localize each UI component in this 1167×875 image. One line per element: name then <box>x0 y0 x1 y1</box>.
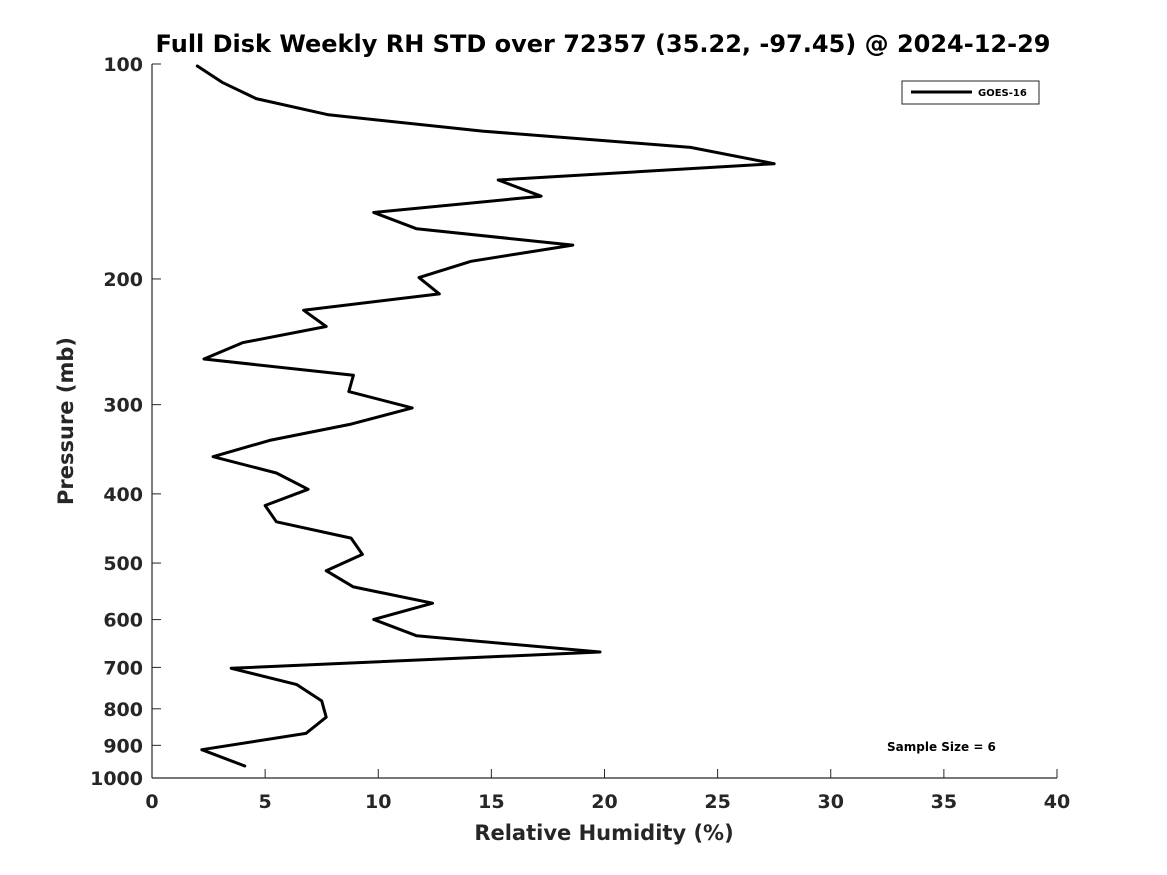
chart-title: Full Disk Weekly RH STD over 72357 (35.2… <box>156 30 1051 58</box>
y-tick-label: 800 <box>103 699 143 721</box>
y-tick-label: 900 <box>103 735 143 757</box>
x-tick-label: 40 <box>1044 791 1070 813</box>
y-axis-label: Pressure (mb) <box>54 337 78 505</box>
y-tick-label: 700 <box>103 657 143 679</box>
x-axis-label: Relative Humidity (%) <box>474 821 733 845</box>
x-tick-label: 30 <box>818 791 844 813</box>
x-tick-label: 35 <box>931 791 957 813</box>
y-axis-ticks: 100 200 300 400 500 600 700 800 900 1000 <box>90 54 161 790</box>
x-tick-label: 25 <box>704 791 730 813</box>
x-tick-label: 10 <box>365 791 391 813</box>
y-tick-label: 500 <box>103 553 143 575</box>
y-tick-label: 400 <box>103 484 143 506</box>
series-line-goes-16 <box>195 64 776 768</box>
x-tick-label: 0 <box>145 791 158 813</box>
legend: GOES-16 <box>901 80 1040 105</box>
y-tick-label: 300 <box>103 395 143 417</box>
x-axis-ticks: 0 5 10 15 20 25 30 35 40 <box>145 769 1070 813</box>
x-tick-label: 20 <box>591 791 617 813</box>
x-tick-label: 5 <box>259 791 272 813</box>
y-tick-label: 200 <box>103 269 143 291</box>
sample-size-annotation: Sample Size = 6 <box>887 740 996 754</box>
x-tick-label: 15 <box>478 791 504 813</box>
y-tick-label: 100 <box>103 54 143 76</box>
y-tick-label: 600 <box>103 610 143 632</box>
y-tick-label: 1000 <box>90 768 143 790</box>
legend-entry-goes-16: GOES-16 <box>978 88 1027 99</box>
plot-area <box>151 64 1057 779</box>
